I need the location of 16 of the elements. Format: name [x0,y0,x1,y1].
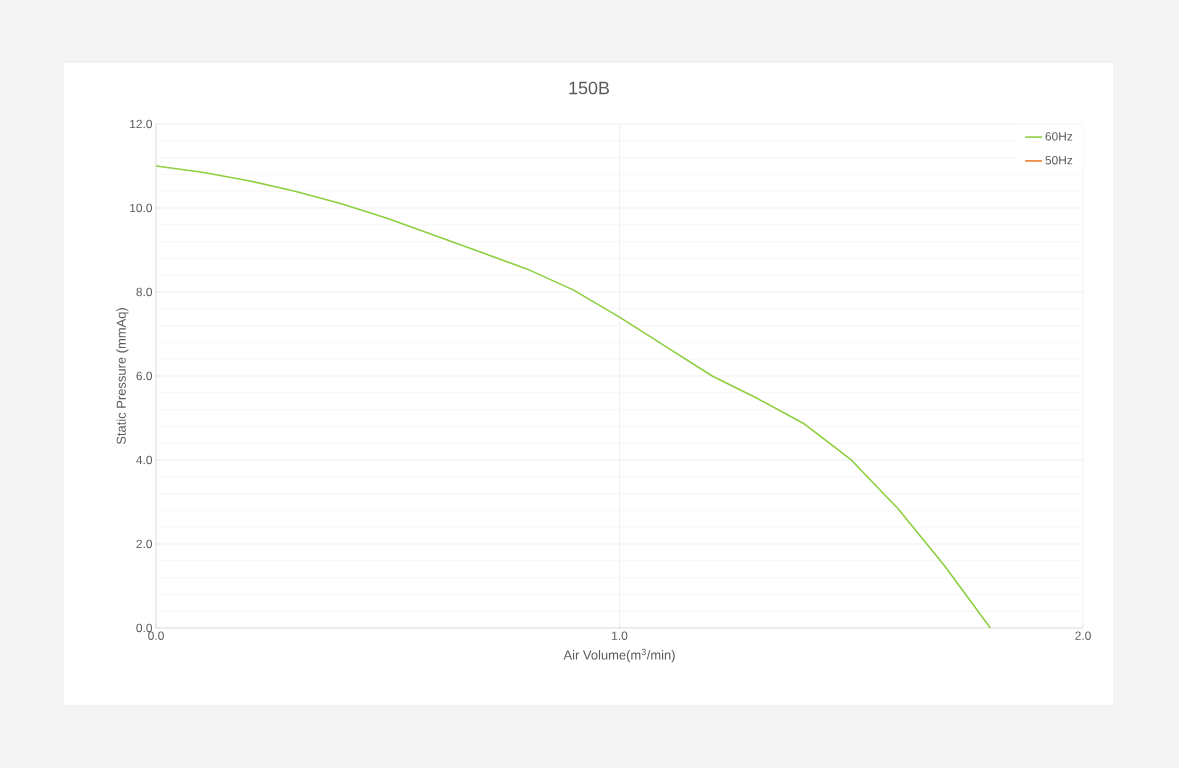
y-tick-label: 2.0 [136,539,153,549]
y-axis-title: Static Pressure (mmAq) [116,308,129,445]
y-tick-label: 8.0 [136,287,153,297]
x-axis-title: Air Volume(m$^{3}$/min) [563,648,675,663]
y-tick-label: 0.0 [136,623,153,633]
chart-title: 150B [569,81,609,95]
x-tick-label: 2.0 [1075,631,1091,640]
legend-label: 60Hz [1045,132,1073,141]
y-tick-label: 4.0 [136,455,153,465]
y-tick-label: 10.0 [130,203,153,213]
x-tick-label: 0.0 [148,631,164,640]
x-tick-label: 1.0 [612,631,628,640]
line-series [156,165,992,628]
legend-label: 50Hz [1045,156,1073,165]
y-tick-label: 12.0 [130,119,153,129]
y-tick-label: 6.0 [136,371,153,381]
